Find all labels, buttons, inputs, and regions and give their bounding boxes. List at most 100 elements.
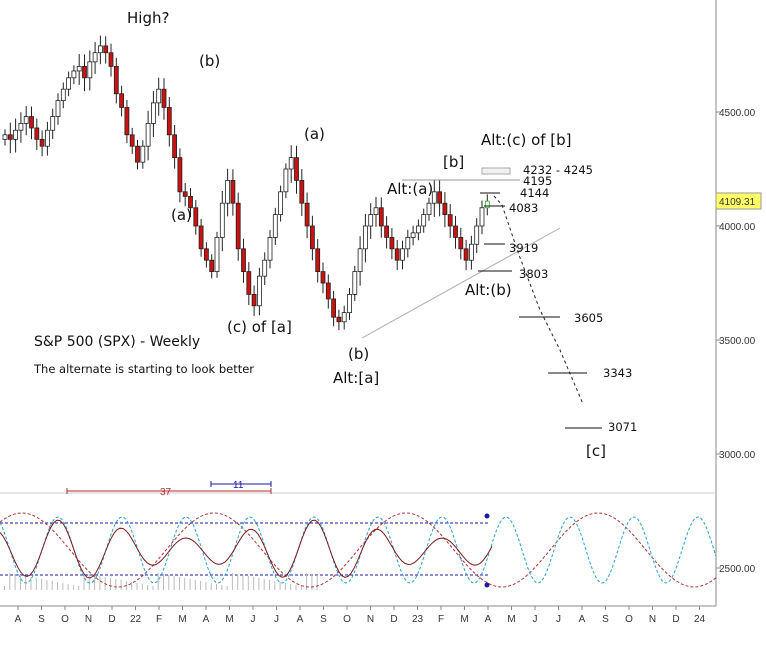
histogram-bar — [311, 574, 313, 590]
histogram-bar — [284, 583, 286, 590]
y-tick-label: 3000.00 — [719, 450, 756, 461]
candle-body — [108, 52, 114, 67]
candle-body — [23, 116, 29, 124]
candle-body — [283, 168, 289, 193]
candle-body — [235, 202, 241, 250]
candle-body — [479, 207, 485, 227]
target-zone-box — [481, 167, 511, 175]
wave-label: Alt:[a] — [333, 369, 379, 387]
candle-body — [426, 202, 432, 215]
histogram-bar — [94, 575, 96, 590]
candle-body — [161, 88, 167, 108]
histogram-bar — [30, 577, 32, 590]
histogram-bar — [263, 579, 265, 590]
histogram-bar — [269, 580, 270, 590]
candle-body — [256, 275, 262, 307]
x-tick-label: D — [108, 614, 115, 625]
candle-body — [394, 248, 400, 261]
histogram-bar — [184, 578, 186, 590]
candle-body — [203, 248, 209, 261]
histogram-bar — [300, 586, 302, 590]
x-tick-label: J — [251, 614, 256, 625]
candle-body — [251, 293, 257, 307]
candle-body — [341, 312, 347, 323]
level-label: 4083 — [509, 201, 538, 215]
x-tick-label: 23 — [412, 614, 424, 625]
wave-label: (b) — [199, 52, 220, 70]
histogram-bar — [41, 579, 43, 590]
level-label: 3919 — [509, 241, 538, 255]
candle-body — [182, 191, 188, 197]
wave-label: (a) — [171, 206, 192, 224]
candle-body — [50, 116, 56, 131]
histogram-bar — [67, 584, 69, 590]
candle-body — [458, 236, 464, 250]
candle-body — [373, 207, 379, 215]
candle-body — [103, 45, 109, 54]
current-price-label: 4109.31 — [719, 197, 756, 208]
histogram-bar — [78, 586, 80, 590]
trendline — [361, 227, 561, 339]
current-price-box — [715, 192, 762, 210]
candle-body — [484, 200, 490, 209]
x-tick-label: D — [672, 614, 679, 625]
x-tick-label: N — [367, 614, 374, 625]
histogram-bar — [115, 579, 117, 590]
osc-tick-label: 2500.00 — [719, 564, 756, 575]
candle-body — [405, 236, 411, 250]
histogram-bar — [51, 581, 53, 590]
histogram-bar — [290, 584, 292, 590]
x-tick-label: M — [460, 614, 468, 625]
candle-body — [410, 232, 416, 238]
y-tick-label: 4500.00 — [719, 108, 756, 119]
candle-body — [2, 134, 8, 140]
candle-body — [272, 214, 278, 238]
candle-body — [288, 157, 294, 170]
histogram-bar — [14, 574, 16, 590]
candle-body — [299, 179, 305, 204]
candle-body — [362, 225, 368, 250]
candle-body — [140, 145, 146, 163]
candle-body — [453, 225, 458, 238]
candle-body — [315, 248, 321, 273]
histogram-bar — [242, 575, 244, 590]
candle-body — [447, 214, 453, 227]
histogram-bar — [173, 576, 175, 590]
level-label: 4144 — [520, 186, 549, 200]
candle-body — [124, 107, 130, 136]
osc-histogram — [4, 573, 318, 590]
histogram-bar — [221, 585, 223, 590]
candle-body — [294, 157, 299, 181]
histogram-bar — [62, 583, 64, 590]
x-tick-label: M — [507, 614, 515, 625]
candle-body — [60, 88, 66, 101]
candle-body — [150, 102, 156, 124]
candle-body — [214, 236, 220, 272]
candle-body — [384, 225, 390, 238]
level-label: 3071 — [608, 420, 637, 434]
histogram-bar — [216, 584, 217, 590]
x-tick-label: F — [156, 614, 162, 625]
cycle-label: 11 — [233, 480, 244, 491]
candle-body — [267, 236, 273, 261]
histogram-bar — [253, 577, 255, 590]
histogram-bar — [237, 574, 239, 590]
candle-body — [421, 214, 427, 227]
x-tick-label: O — [625, 614, 633, 625]
candle-body — [320, 271, 326, 284]
wave-label: [b] — [443, 153, 464, 171]
histogram-bar — [147, 585, 149, 590]
candle-body — [246, 271, 252, 295]
candle-body — [87, 61, 93, 79]
histogram-bar — [120, 580, 122, 590]
histogram-bar — [83, 573, 85, 590]
candle-body — [145, 123, 151, 147]
histogram-bar — [226, 586, 228, 590]
candle-body — [13, 129, 19, 140]
x-tick-label: A — [203, 614, 210, 625]
candle-body — [113, 66, 119, 95]
histogram-bar — [163, 574, 164, 590]
histogram-bar — [72, 585, 74, 590]
candle-body — [352, 271, 358, 295]
